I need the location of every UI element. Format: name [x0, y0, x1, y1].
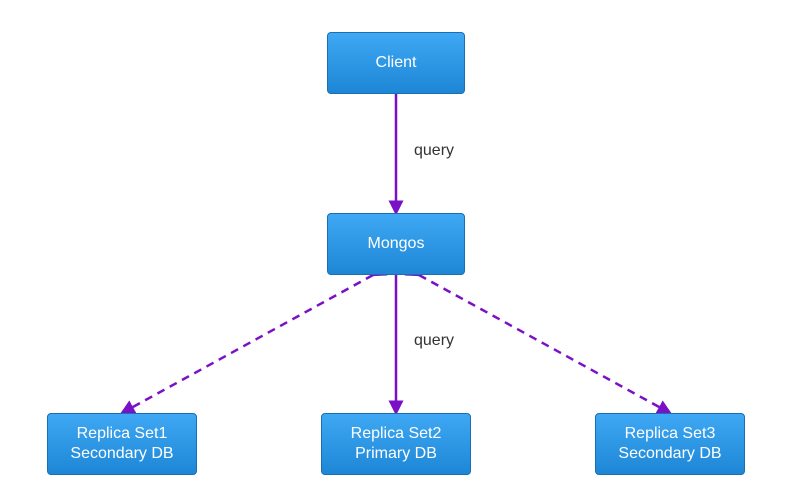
node-client: Client [327, 32, 465, 94]
node-replica2: Replica Set2 Primary DB [321, 413, 471, 475]
edge-mongos-replica3 [419, 275, 670, 413]
node-replica1: Replica Set1 Secondary DB [47, 413, 197, 475]
edge-label-mongos-replica2: query [414, 332, 454, 350]
node-replica3: Replica Set3 Secondary DB [595, 413, 745, 475]
edge-mongos-replica1 [122, 275, 373, 413]
edge-label-client-mongos: query [414, 142, 454, 160]
node-mongos: Mongos [327, 213, 465, 275]
